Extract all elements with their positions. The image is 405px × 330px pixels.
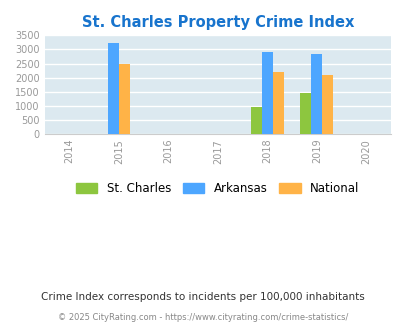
Text: © 2025 CityRating.com - https://www.cityrating.com/crime-statistics/: © 2025 CityRating.com - https://www.city… [58,313,347,322]
Legend: St. Charles, Arkansas, National: St. Charles, Arkansas, National [71,178,363,200]
Bar [272,72,283,134]
Text: Crime Index corresponds to incidents per 100,000 inhabitants: Crime Index corresponds to incidents per… [41,292,364,302]
Bar [322,75,332,134]
Bar [261,52,272,134]
Bar [108,43,119,134]
Bar [119,64,130,134]
Bar [311,54,322,134]
Bar [250,107,261,134]
Title: St. Charles Property Crime Index: St. Charles Property Crime Index [81,15,353,30]
Bar [300,93,311,134]
